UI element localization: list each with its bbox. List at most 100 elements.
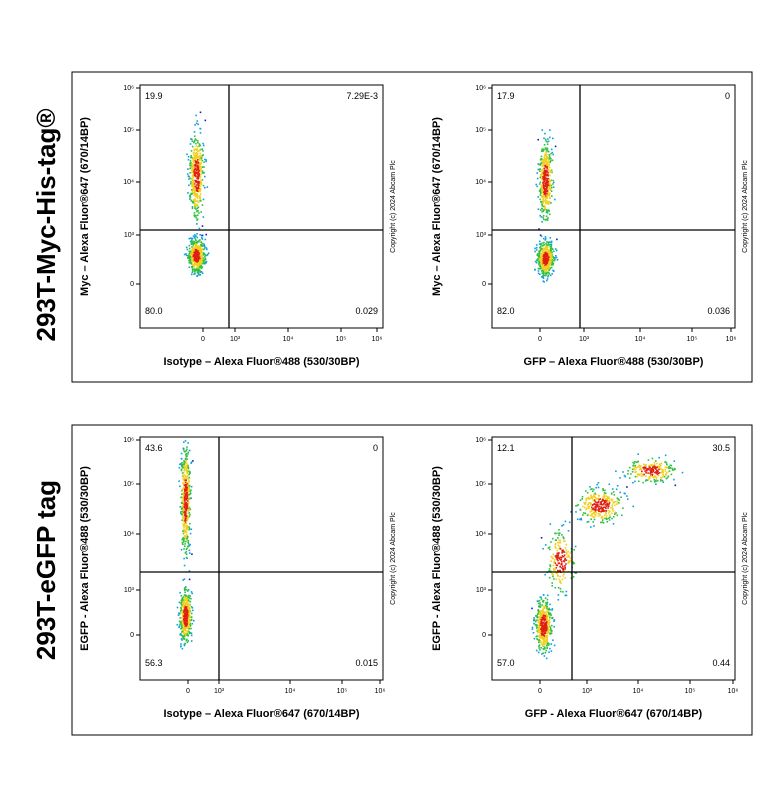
event-dot — [540, 610, 543, 613]
event-dot — [616, 514, 619, 517]
event-dot — [178, 466, 181, 469]
event-dot — [619, 477, 621, 479]
event-dot — [544, 132, 546, 135]
event-dot — [185, 610, 188, 612]
event-dot — [194, 158, 196, 161]
event-dot — [555, 554, 558, 557]
event-dot — [183, 617, 185, 620]
event-dot — [183, 615, 186, 618]
event-dot — [198, 170, 200, 173]
event-dot — [192, 248, 195, 250]
event-dot — [546, 268, 549, 271]
event-dot — [544, 247, 546, 250]
event-dot — [552, 575, 554, 578]
event-dot — [543, 156, 546, 159]
event-dot — [545, 611, 547, 613]
event-dot — [551, 261, 554, 264]
event-dot — [567, 554, 569, 557]
event-dot — [655, 478, 658, 480]
event-dot — [568, 560, 570, 562]
event-dot — [583, 501, 585, 504]
event-dot — [539, 249, 541, 252]
event-dot — [561, 525, 563, 527]
event-dot — [180, 595, 183, 597]
x-tick-label: 0 — [538, 336, 542, 343]
event-dot — [186, 517, 189, 519]
event-dot — [650, 464, 653, 467]
event-dot — [568, 561, 571, 564]
event-dot — [195, 258, 197, 260]
event-dot — [192, 184, 194, 186]
event-dot — [614, 513, 616, 515]
event-dot — [552, 183, 554, 185]
event-dot — [201, 257, 203, 260]
event-dot — [546, 246, 549, 248]
event-dot — [598, 507, 600, 510]
event-dot — [599, 503, 601, 505]
event-dot — [548, 170, 550, 172]
event-dot — [650, 474, 652, 476]
event-dot — [198, 241, 200, 243]
event-dot — [183, 464, 185, 467]
event-dot — [634, 471, 636, 474]
event-dot — [546, 602, 548, 605]
event-dot — [541, 626, 543, 628]
event-dot — [179, 623, 181, 625]
event-dot — [554, 198, 556, 201]
event-dot — [195, 142, 197, 145]
event-dot — [186, 600, 189, 602]
copyright: Copyright (c) 2024 Abcam Plc — [390, 512, 397, 605]
event-dot — [200, 271, 203, 273]
event-dot — [536, 177, 539, 180]
event-dot — [653, 461, 656, 464]
event-dot — [179, 463, 181, 466]
event-dot — [593, 518, 596, 521]
event-dot — [185, 498, 188, 501]
event-dot — [182, 602, 184, 604]
event-dot — [597, 486, 600, 489]
event-dot — [565, 543, 568, 546]
event-dot — [545, 215, 548, 218]
event-dot — [643, 468, 645, 470]
event-dot — [542, 163, 544, 165]
event-dot — [185, 548, 188, 551]
event-dot — [189, 194, 192, 196]
event-dot — [608, 519, 611, 521]
event-dot — [626, 495, 628, 497]
event-dot — [544, 263, 547, 266]
event-dot — [194, 205, 197, 207]
event-dot — [197, 173, 200, 176]
event-dot — [192, 176, 194, 179]
event-dot — [564, 559, 566, 561]
event-dot — [531, 628, 534, 630]
event-dot — [189, 167, 191, 170]
x-tick-label: 10³ — [214, 688, 225, 695]
event-dot — [548, 250, 550, 253]
event-dot — [201, 234, 203, 237]
event-dot — [539, 614, 542, 617]
event-dot — [614, 500, 617, 503]
event-dot — [184, 552, 187, 554]
event-dot — [190, 253, 193, 255]
event-dot — [539, 188, 542, 190]
event-dot — [191, 162, 193, 165]
event-dot — [185, 517, 188, 520]
event-dot — [194, 272, 196, 275]
event-dot — [548, 570, 550, 572]
event-dot — [178, 626, 180, 629]
event-dot — [548, 188, 550, 190]
event-dot — [199, 194, 201, 197]
event-dot — [198, 256, 200, 259]
event-dot — [197, 187, 200, 190]
event-dot — [544, 239, 547, 241]
event-dot — [544, 192, 546, 194]
event-dot — [554, 248, 557, 250]
event-dot — [536, 626, 538, 628]
event-dot — [551, 585, 553, 587]
event-dot — [550, 240, 553, 243]
event-dot — [541, 249, 544, 252]
event-dot — [541, 256, 544, 258]
event-dot — [192, 182, 194, 184]
event-dot — [554, 544, 557, 546]
event-dot — [182, 498, 185, 501]
